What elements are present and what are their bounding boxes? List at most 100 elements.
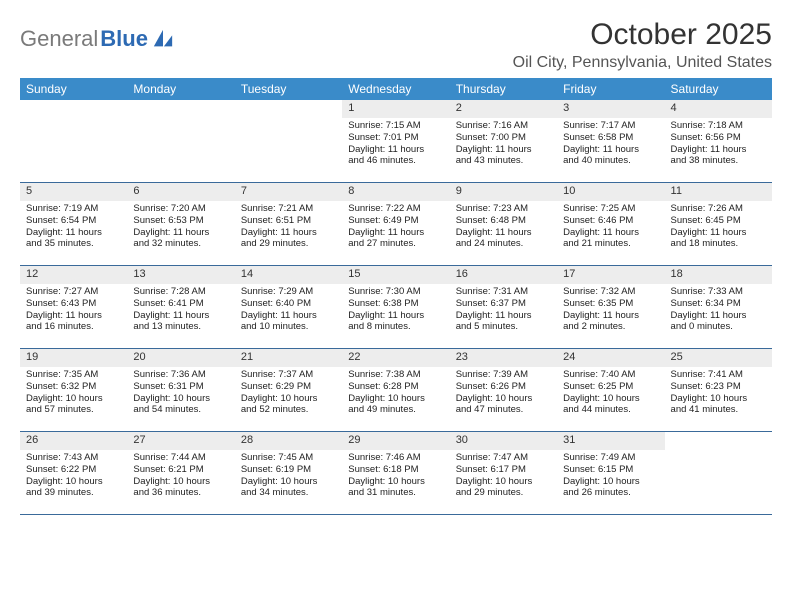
- day-line: Daylight: 10 hours: [133, 476, 228, 488]
- day-line: and 2 minutes.: [563, 321, 658, 333]
- logo-text-blue: Blue: [100, 26, 148, 52]
- day-line: Sunrise: 7:29 AM: [241, 286, 336, 298]
- day-cell: 12Sunrise: 7:27 AMSunset: 6:43 PMDayligh…: [20, 266, 127, 348]
- day-line: Sunrise: 7:36 AM: [133, 369, 228, 381]
- day-line: and 21 minutes.: [563, 238, 658, 250]
- day-line: Sunset: 6:28 PM: [348, 381, 443, 393]
- day-cell: 5Sunrise: 7:19 AMSunset: 6:54 PMDaylight…: [20, 183, 127, 265]
- day-number: 1: [342, 100, 449, 118]
- day-line: Daylight: 10 hours: [26, 476, 121, 488]
- day-line: and 52 minutes.: [241, 404, 336, 416]
- day-line: Sunset: 6:38 PM: [348, 298, 443, 310]
- day-line: and 35 minutes.: [26, 238, 121, 250]
- day-number: 14: [235, 266, 342, 284]
- day-line: and 49 minutes.: [348, 404, 443, 416]
- day-line: Sunrise: 7:47 AM: [456, 452, 551, 464]
- day-body: Sunrise: 7:28 AMSunset: 6:41 PMDaylight:…: [127, 284, 234, 338]
- day-line: Daylight: 10 hours: [241, 476, 336, 488]
- day-number: 19: [20, 349, 127, 367]
- weekday-header: Saturday: [665, 78, 772, 100]
- day-cell: 14Sunrise: 7:29 AMSunset: 6:40 PMDayligh…: [235, 266, 342, 348]
- day-number: 18: [665, 266, 772, 284]
- day-cell: 6Sunrise: 7:20 AMSunset: 6:53 PMDaylight…: [127, 183, 234, 265]
- day-body: Sunrise: 7:41 AMSunset: 6:23 PMDaylight:…: [665, 367, 772, 421]
- day-line: and 10 minutes.: [241, 321, 336, 333]
- day-line: and 18 minutes.: [671, 238, 766, 250]
- day-line: Daylight: 11 hours: [133, 227, 228, 239]
- day-line: Sunset: 6:29 PM: [241, 381, 336, 393]
- day-line: Sunset: 6:26 PM: [456, 381, 551, 393]
- day-line: Sunrise: 7:15 AM: [348, 120, 443, 132]
- day-number: 20: [127, 349, 234, 367]
- day-line: Sunset: 6:22 PM: [26, 464, 121, 476]
- day-line: Sunrise: 7:17 AM: [563, 120, 658, 132]
- day-line: Sunset: 6:48 PM: [456, 215, 551, 227]
- day-cell: 30Sunrise: 7:47 AMSunset: 6:17 PMDayligh…: [450, 432, 557, 514]
- day-body: Sunrise: 7:30 AMSunset: 6:38 PMDaylight:…: [342, 284, 449, 338]
- day-number: 21: [235, 349, 342, 367]
- day-line: Sunrise: 7:20 AM: [133, 203, 228, 215]
- day-line: Daylight: 10 hours: [563, 393, 658, 405]
- day-line: Daylight: 11 hours: [241, 310, 336, 322]
- day-number: 26: [20, 432, 127, 450]
- day-line: Sunrise: 7:21 AM: [241, 203, 336, 215]
- day-line: Sunset: 6:21 PM: [133, 464, 228, 476]
- day-line: and 36 minutes.: [133, 487, 228, 499]
- day-number: 10: [557, 183, 664, 201]
- day-number: 15: [342, 266, 449, 284]
- day-line: and 29 minutes.: [456, 487, 551, 499]
- day-line: Sunrise: 7:27 AM: [26, 286, 121, 298]
- day-body: [665, 450, 772, 456]
- day-line: Daylight: 10 hours: [133, 393, 228, 405]
- day-body: Sunrise: 7:18 AMSunset: 6:56 PMDaylight:…: [665, 118, 772, 172]
- day-body: Sunrise: 7:36 AMSunset: 6:31 PMDaylight:…: [127, 367, 234, 421]
- day-line: Daylight: 11 hours: [563, 227, 658, 239]
- day-body: Sunrise: 7:25 AMSunset: 6:46 PMDaylight:…: [557, 201, 664, 255]
- day-line: Daylight: 11 hours: [26, 310, 121, 322]
- day-line: Daylight: 11 hours: [241, 227, 336, 239]
- day-line: and 44 minutes.: [563, 404, 658, 416]
- header: GeneralBlue October 2025 Oil City, Penns…: [20, 18, 772, 72]
- day-body: Sunrise: 7:33 AMSunset: 6:34 PMDaylight:…: [665, 284, 772, 338]
- day-number: 30: [450, 432, 557, 450]
- day-line: Daylight: 10 hours: [26, 393, 121, 405]
- day-cell: 28Sunrise: 7:45 AMSunset: 6:19 PMDayligh…: [235, 432, 342, 514]
- day-line: Sunrise: 7:16 AM: [456, 120, 551, 132]
- day-line: Daylight: 11 hours: [456, 144, 551, 156]
- day-number: [665, 432, 772, 450]
- day-line: Sunrise: 7:44 AM: [133, 452, 228, 464]
- day-cell: 22Sunrise: 7:38 AMSunset: 6:28 PMDayligh…: [342, 349, 449, 431]
- day-line: and 27 minutes.: [348, 238, 443, 250]
- day-cell: 24Sunrise: 7:40 AMSunset: 6:25 PMDayligh…: [557, 349, 664, 431]
- day-line: Daylight: 11 hours: [348, 227, 443, 239]
- day-line: Sunset: 6:32 PM: [26, 381, 121, 393]
- day-line: and 16 minutes.: [26, 321, 121, 333]
- day-body: Sunrise: 7:32 AMSunset: 6:35 PMDaylight:…: [557, 284, 664, 338]
- day-number: 3: [557, 100, 664, 118]
- day-line: and 41 minutes.: [671, 404, 766, 416]
- day-body: Sunrise: 7:20 AMSunset: 6:53 PMDaylight:…: [127, 201, 234, 255]
- day-number: [127, 100, 234, 118]
- calendar: SundayMondayTuesdayWednesdayThursdayFrid…: [20, 78, 772, 515]
- day-line: and 24 minutes.: [456, 238, 551, 250]
- day-cell: [235, 100, 342, 182]
- day-body: Sunrise: 7:49 AMSunset: 6:15 PMDaylight:…: [557, 450, 664, 504]
- day-cell: 16Sunrise: 7:31 AMSunset: 6:37 PMDayligh…: [450, 266, 557, 348]
- title-block: October 2025 Oil City, Pennsylvania, Uni…: [513, 18, 772, 72]
- day-cell: 11Sunrise: 7:26 AMSunset: 6:45 PMDayligh…: [665, 183, 772, 265]
- day-cell: 4Sunrise: 7:18 AMSunset: 6:56 PMDaylight…: [665, 100, 772, 182]
- day-number: 16: [450, 266, 557, 284]
- day-body: Sunrise: 7:40 AMSunset: 6:25 PMDaylight:…: [557, 367, 664, 421]
- day-cell: 20Sunrise: 7:36 AMSunset: 6:31 PMDayligh…: [127, 349, 234, 431]
- weekday-header: Thursday: [450, 78, 557, 100]
- day-body: Sunrise: 7:45 AMSunset: 6:19 PMDaylight:…: [235, 450, 342, 504]
- day-cell: 17Sunrise: 7:32 AMSunset: 6:35 PMDayligh…: [557, 266, 664, 348]
- day-line: Sunrise: 7:45 AM: [241, 452, 336, 464]
- week-row: 26Sunrise: 7:43 AMSunset: 6:22 PMDayligh…: [20, 432, 772, 515]
- day-cell: [665, 432, 772, 514]
- day-line: Daylight: 11 hours: [671, 310, 766, 322]
- weekday-header: Monday: [127, 78, 234, 100]
- day-number: [235, 100, 342, 118]
- day-line: Sunset: 6:25 PM: [563, 381, 658, 393]
- day-number: 12: [20, 266, 127, 284]
